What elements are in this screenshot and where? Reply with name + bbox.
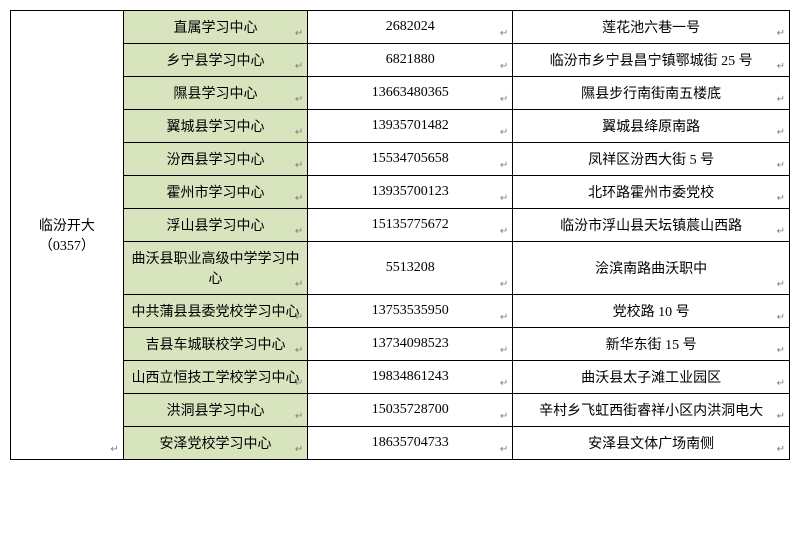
paragraph-mark-icon: ↵: [500, 378, 508, 389]
table-row: 山西立恒技工学校学习中心↵19834861243↵曲沃县太子滩工业园区↵: [11, 361, 790, 394]
paragraph-mark-icon: ↵: [500, 61, 508, 72]
paragraph-mark-icon: ↵: [500, 193, 508, 204]
paragraph-mark-icon: ↵: [777, 312, 785, 323]
paragraph-mark-icon: ↵: [295, 312, 303, 323]
paragraph-mark-icon: ↵: [777, 193, 785, 204]
phone-cell: 13935701482↵: [308, 110, 513, 143]
address-cell: 隰县步行南街南五楼底↵: [513, 77, 790, 110]
phone-cell: 6821880↵: [308, 44, 513, 77]
address-cell: 北环路霍州市委党校↵: [513, 176, 790, 209]
address-cell: 临汾市浮山县天坛镇莀山西路↵: [513, 209, 790, 242]
center-name-cell: 翼城县学习中心↵: [123, 110, 308, 143]
paragraph-mark-icon: ↵: [500, 127, 508, 138]
center-name-cell: 隰县学习中心↵: [123, 77, 308, 110]
paragraph-mark-icon: ↵: [295, 61, 303, 72]
table-row: 霍州市学习中心↵13935700123↵北环路霍州市委党校↵: [11, 176, 790, 209]
paragraph-mark-icon: ↵: [777, 127, 785, 138]
paragraph-mark-icon: ↵: [500, 444, 508, 455]
paragraph-mark-icon: ↵: [295, 345, 303, 356]
center-name-cell: 洪洞县学习中心↵: [123, 394, 308, 427]
center-name-cell: 中共蒲县县委党校学习中心↵: [123, 295, 308, 328]
table-row: 汾西县学习中心↵15534705658↵凤祥区汾西大街 5 号↵: [11, 143, 790, 176]
center-name-cell: 汾西县学习中心↵: [123, 143, 308, 176]
address-cell: 凤祥区汾西大街 5 号↵: [513, 143, 790, 176]
paragraph-mark-icon: ↵: [500, 345, 508, 356]
paragraph-mark-icon: ↵: [777, 444, 785, 455]
paragraph-mark-icon: ↵: [777, 279, 785, 290]
learning-center-table: 临汾开大（0357）↵直属学习中心↵2682024↵莲花池六巷一号↵乡宁县学习中…: [10, 10, 790, 460]
phone-cell: 13935700123↵: [308, 176, 513, 209]
center-name-cell: 乡宁县学习中心↵: [123, 44, 308, 77]
center-name-cell: 浮山县学习中心↵: [123, 209, 308, 242]
table-row: 安泽党校学习中心↵18635704733↵安泽县文体广场南侧↵: [11, 427, 790, 460]
address-cell: 临汾市乡宁县昌宁镇鄂城街 25 号↵: [513, 44, 790, 77]
paragraph-mark-icon: ↵: [295, 127, 303, 138]
paragraph-mark-icon: ↵: [295, 279, 303, 290]
paragraph-mark-icon: ↵: [777, 28, 785, 39]
phone-cell: 15534705658↵: [308, 143, 513, 176]
paragraph-mark-icon: ↵: [500, 94, 508, 105]
address-cell: 党校路 10 号↵: [513, 295, 790, 328]
paragraph-mark-icon: ↵: [777, 226, 785, 237]
phone-cell: 15135775672↵: [308, 209, 513, 242]
table-row: 浮山县学习中心↵15135775672↵临汾市浮山县天坛镇莀山西路↵: [11, 209, 790, 242]
phone-cell: 2682024↵: [308, 11, 513, 44]
paragraph-mark-icon: ↵: [295, 94, 303, 105]
phone-cell: 13663480365↵: [308, 77, 513, 110]
phone-cell: 15035728700↵: [308, 394, 513, 427]
region-cell: 临汾开大（0357） ↵: [11, 11, 124, 460]
paragraph-mark-icon: ↵: [295, 28, 303, 39]
center-name-cell: 山西立恒技工学校学习中心↵: [123, 361, 308, 394]
paragraph-mark-icon: ↵: [295, 411, 303, 422]
table-row: 隰县学习中心↵13663480365↵隰县步行南街南五楼底↵: [11, 77, 790, 110]
address-cell: 新华东街 15 号↵: [513, 328, 790, 361]
phone-cell: 5513208↵: [308, 242, 513, 295]
table-row: 洪洞县学习中心↵15035728700↵辛村乡飞虹西街睿祥小区内洪洞电大↵: [11, 394, 790, 427]
address-cell: 安泽县文体广场南侧↵: [513, 427, 790, 460]
table-row: 曲沃县职业高级中学学习中心↵5513208↵浍滨南路曲沃职中↵: [11, 242, 790, 295]
paragraph-mark-icon: ↵: [777, 61, 785, 72]
phone-cell: 18635704733↵: [308, 427, 513, 460]
paragraph-mark-icon: ↵: [500, 226, 508, 237]
address-cell: 浍滨南路曲沃职中↵: [513, 242, 790, 295]
table-row: 吉县车城联校学习中心↵13734098523↵新华东街 15 号↵: [11, 328, 790, 361]
table-row: 翼城县学习中心↵13935701482↵翼城县绛原南路↵: [11, 110, 790, 143]
paragraph-mark-icon: ↵: [777, 411, 785, 422]
address-cell: 曲沃县太子滩工业园区↵: [513, 361, 790, 394]
paragraph-mark-icon: ↵: [777, 378, 785, 389]
paragraph-mark-icon: ↵: [295, 226, 303, 237]
region-line1: 临汾开大: [15, 215, 119, 235]
phone-cell: 13753535950↵: [308, 295, 513, 328]
table-row: 临汾开大（0357）↵直属学习中心↵2682024↵莲花池六巷一号↵: [11, 11, 790, 44]
paragraph-mark-icon: ↵: [295, 378, 303, 389]
center-name-cell: 吉县车城联校学习中心↵: [123, 328, 308, 361]
table-row: 乡宁县学习中心↵6821880↵临汾市乡宁县昌宁镇鄂城街 25 号↵: [11, 44, 790, 77]
paragraph-mark-icon: ↵: [500, 28, 508, 39]
paragraph-mark-icon: ↵: [777, 160, 785, 171]
paragraph-mark-icon: ↵: [777, 94, 785, 105]
address-cell: 莲花池六巷一号↵: [513, 11, 790, 44]
paragraph-mark-icon: ↵: [500, 160, 508, 171]
paragraph-mark-icon: ↵: [295, 444, 303, 455]
paragraph-mark-icon: ↵: [500, 312, 508, 323]
table-row: 中共蒲县县委党校学习中心↵13753535950↵党校路 10 号↵: [11, 295, 790, 328]
paragraph-mark-icon: ↵: [500, 411, 508, 422]
paragraph-mark-icon: ↵: [110, 444, 118, 455]
region-line2: （0357）: [15, 235, 119, 255]
address-cell: 翼城县绛原南路↵: [513, 110, 790, 143]
center-name-cell: 曲沃县职业高级中学学习中心↵: [123, 242, 308, 295]
paragraph-mark-icon: ↵: [777, 345, 785, 356]
paragraph-mark-icon: ↵: [295, 193, 303, 204]
phone-cell: 13734098523↵: [308, 328, 513, 361]
phone-cell: 19834861243↵: [308, 361, 513, 394]
paragraph-mark-icon: ↵: [500, 279, 508, 290]
paragraph-mark-icon: ↵: [295, 160, 303, 171]
center-name-cell: 霍州市学习中心↵: [123, 176, 308, 209]
address-cell: 辛村乡飞虹西街睿祥小区内洪洞电大↵: [513, 394, 790, 427]
center-name-cell: 安泽党校学习中心↵: [123, 427, 308, 460]
center-name-cell: 直属学习中心↵: [123, 11, 308, 44]
